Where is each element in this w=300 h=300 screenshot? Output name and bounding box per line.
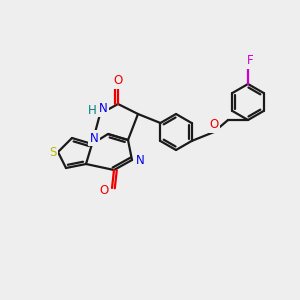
Text: N: N bbox=[99, 103, 107, 116]
Text: N: N bbox=[90, 131, 98, 145]
Text: N: N bbox=[136, 154, 144, 166]
Text: O: O bbox=[209, 118, 219, 131]
Text: H: H bbox=[88, 103, 96, 116]
Text: S: S bbox=[49, 146, 57, 158]
Text: O: O bbox=[113, 74, 123, 88]
Text: O: O bbox=[99, 184, 109, 196]
Text: F: F bbox=[247, 55, 253, 68]
